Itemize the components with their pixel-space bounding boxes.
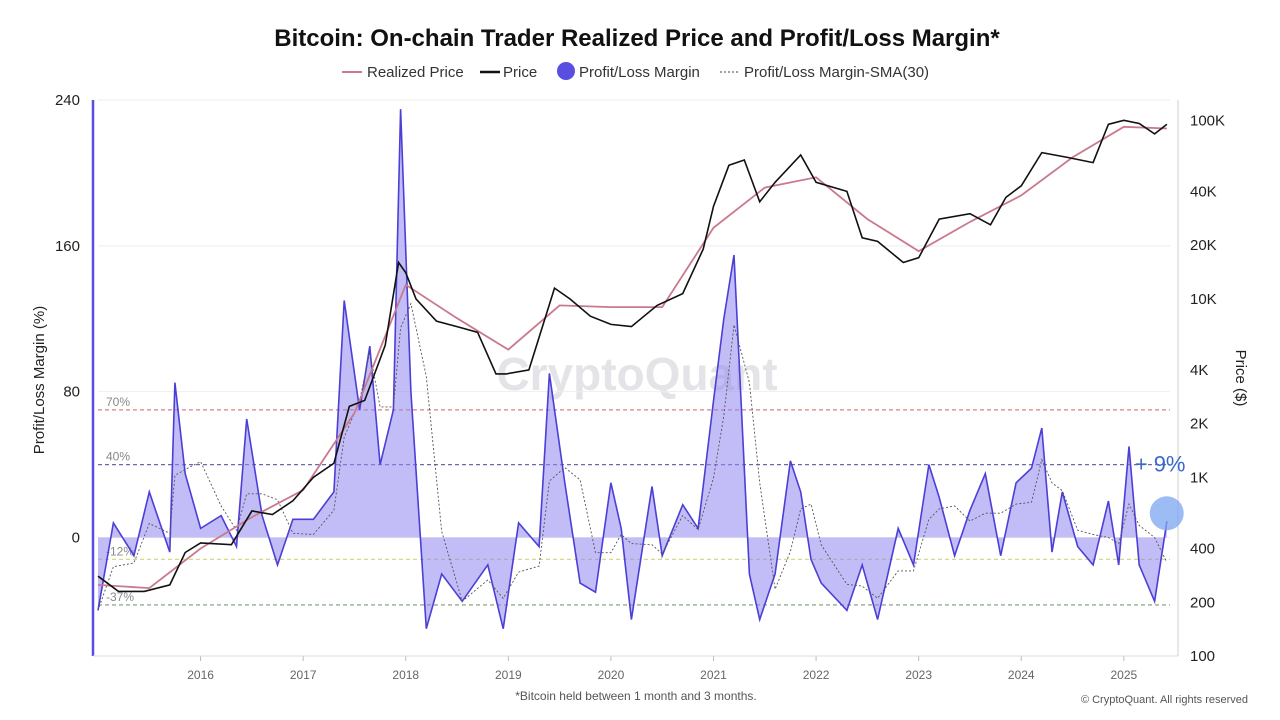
series-line-realized-price <box>97 125 1167 590</box>
legend-item-price[interactable]: Price <box>480 64 537 81</box>
y-right-tick-label: 1K <box>1190 469 1208 486</box>
x-tick-label: 2017 <box>290 668 317 682</box>
y-right-tick-label: 2K <box>1190 416 1208 433</box>
y-left-axis-label: Profit/Loss Margin (%) <box>31 306 48 454</box>
y-right-tick-label: 100 <box>1190 648 1215 665</box>
annotation-highlight-circle <box>1149 496 1184 531</box>
x-tick-label: 2023 <box>905 668 932 682</box>
legend-item-profit-loss-margin[interactable]: Profit/Loss Margin <box>557 62 700 81</box>
legend: Realized Price Price Profit/Loss Margin … <box>342 62 929 81</box>
reference-line-label: 70% <box>106 395 130 409</box>
legend-label-profit-loss-margin: Profit/Loss Margin <box>579 64 700 81</box>
annotation-label: + 9% <box>1135 451 1186 476</box>
y-left-tick-label: 240 <box>55 92 80 109</box>
annotation: + 9% <box>1135 451 1186 531</box>
legend-label-realized-price: Realized Price <box>367 64 464 81</box>
x-tick-label: 2021 <box>700 668 727 682</box>
y-left-tick-label: 80 <box>63 384 80 401</box>
y-right-tick-label: 20K <box>1190 237 1217 254</box>
x-tick-label: 2016 <box>187 668 214 682</box>
chart-title: Bitcoin: On-chain Trader Realized Price … <box>274 25 1000 52</box>
y-right-tick-label: 100K <box>1190 112 1225 129</box>
y-right-tick-label: 400 <box>1190 541 1215 558</box>
series-line-profit-loss-margin-sma <box>97 302 1168 611</box>
x-tick-label: 2019 <box>495 668 522 682</box>
reference-line-label: -37% <box>106 590 134 604</box>
x-tick-label: 2025 <box>1110 668 1137 682</box>
legend-item-realized-price[interactable]: Realized Price <box>342 64 464 81</box>
legend-label-price: Price <box>503 64 537 81</box>
series-line-price <box>97 119 1168 593</box>
y-right-tick-label: 40K <box>1190 183 1217 200</box>
x-tick-label: 2018 <box>392 668 419 682</box>
y-right-tick-label: 10K <box>1190 291 1217 308</box>
series-lines <box>97 109 1168 629</box>
legend-dot-icon <box>557 62 575 80</box>
series-line-profit-loss-margin <box>97 109 1168 629</box>
x-tick-label: 2024 <box>1008 668 1035 682</box>
y-right-tick-label: 200 <box>1190 594 1215 611</box>
y-left-tick-label: 0 <box>72 530 80 547</box>
reference-line-label: -12% <box>106 544 134 558</box>
y-right-axis-label: Price ($) <box>1232 350 1249 407</box>
footnote: *Bitcoin held between 1 month and 3 mont… <box>515 689 757 703</box>
y-left-tick-label: 160 <box>55 238 80 255</box>
profit-loss-area <box>98 109 1167 629</box>
legend-label-profit-loss-margin-sma: Profit/Loss Margin-SMA(30) <box>744 64 929 81</box>
profit-loss-margin-area <box>98 109 1167 629</box>
copyright: © CryptoQuant. All rights reserved <box>1081 694 1248 706</box>
reference-line-label: 40% <box>106 450 130 464</box>
x-tick-label: 2022 <box>803 668 830 682</box>
x-tick-label: 2020 <box>598 668 625 682</box>
legend-item-profit-loss-margin-sma[interactable]: Profit/Loss Margin-SMA(30) <box>720 64 929 81</box>
tick-labels: 240 160 80 0 100K 40K 20K 10K 4K 2K 1K 400 200 100 201… <box>55 92 1225 682</box>
y-right-tick-label: 4K <box>1190 362 1208 379</box>
